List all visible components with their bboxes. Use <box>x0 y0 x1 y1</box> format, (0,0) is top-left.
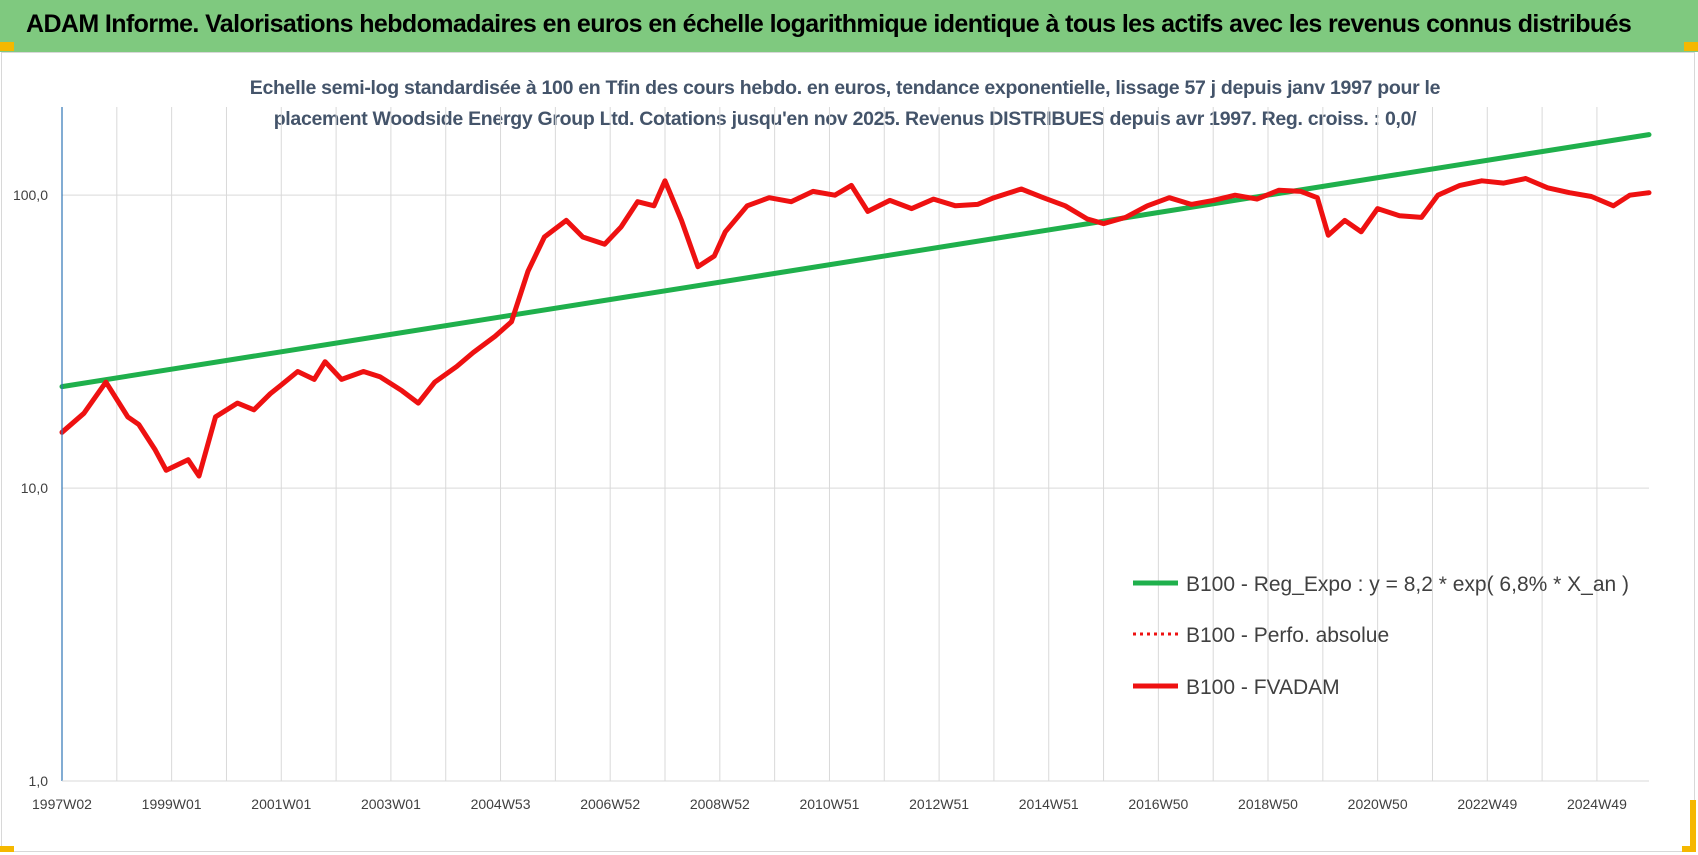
corner-accent-top-left <box>0 42 14 51</box>
corner-accent-top-right <box>1684 42 1698 51</box>
corner-accent-bottom-right-v <box>1690 800 1696 852</box>
x-tick-label: 2018W50 <box>1238 796 1298 812</box>
legend-label: B100 - Perfo. absolue <box>1186 624 1389 647</box>
report-banner <box>0 0 1698 52</box>
chart-frame <box>1 52 1695 852</box>
x-tick-label: 2001W01 <box>251 796 311 812</box>
series-line <box>59 132 1652 390</box>
corner-accent-bottom-right-h <box>1682 846 1696 852</box>
x-tick-label: 2008W52 <box>690 796 750 812</box>
x-tick-label: 1997W02 <box>32 796 92 812</box>
series-line <box>59 176 1652 479</box>
x-tick-label: 2022W49 <box>1457 796 1517 812</box>
y-tick-label: 10,0 <box>21 480 48 496</box>
x-tick-label: 2003W01 <box>361 796 421 812</box>
legend-label: B100 - Reg_Expo : y = 8,2 * exp( 6,8% * … <box>1186 573 1629 596</box>
x-tick-label: 2006W52 <box>580 796 640 812</box>
x-tick-label: 2016W50 <box>1128 796 1188 812</box>
x-tick-label: 2012W51 <box>909 796 969 812</box>
legend-label: B100 - FVADAM <box>1186 676 1340 699</box>
x-tick-label: 2004W53 <box>471 796 531 812</box>
y-tick-label: 100,0 <box>13 187 48 203</box>
chart-title-line-2: placement Woodside Energy Group Ltd. Cot… <box>273 108 1417 130</box>
report-banner-title: ADAM Informe. Valorisations hebdomadaire… <box>26 10 1632 38</box>
x-tick-label: 2024W49 <box>1567 796 1627 812</box>
chart-title-line-1: Echelle semi-log standardisée à 100 en T… <box>249 77 1441 99</box>
y-tick-label: 1,0 <box>29 773 49 789</box>
x-tick-label: 2014W51 <box>1019 796 1079 812</box>
x-tick-label: 2020W50 <box>1348 796 1408 812</box>
x-tick-label: 2010W51 <box>799 796 859 812</box>
corner-accent-bottom-left <box>0 846 14 852</box>
x-tick-label: 1999W01 <box>142 796 202 812</box>
